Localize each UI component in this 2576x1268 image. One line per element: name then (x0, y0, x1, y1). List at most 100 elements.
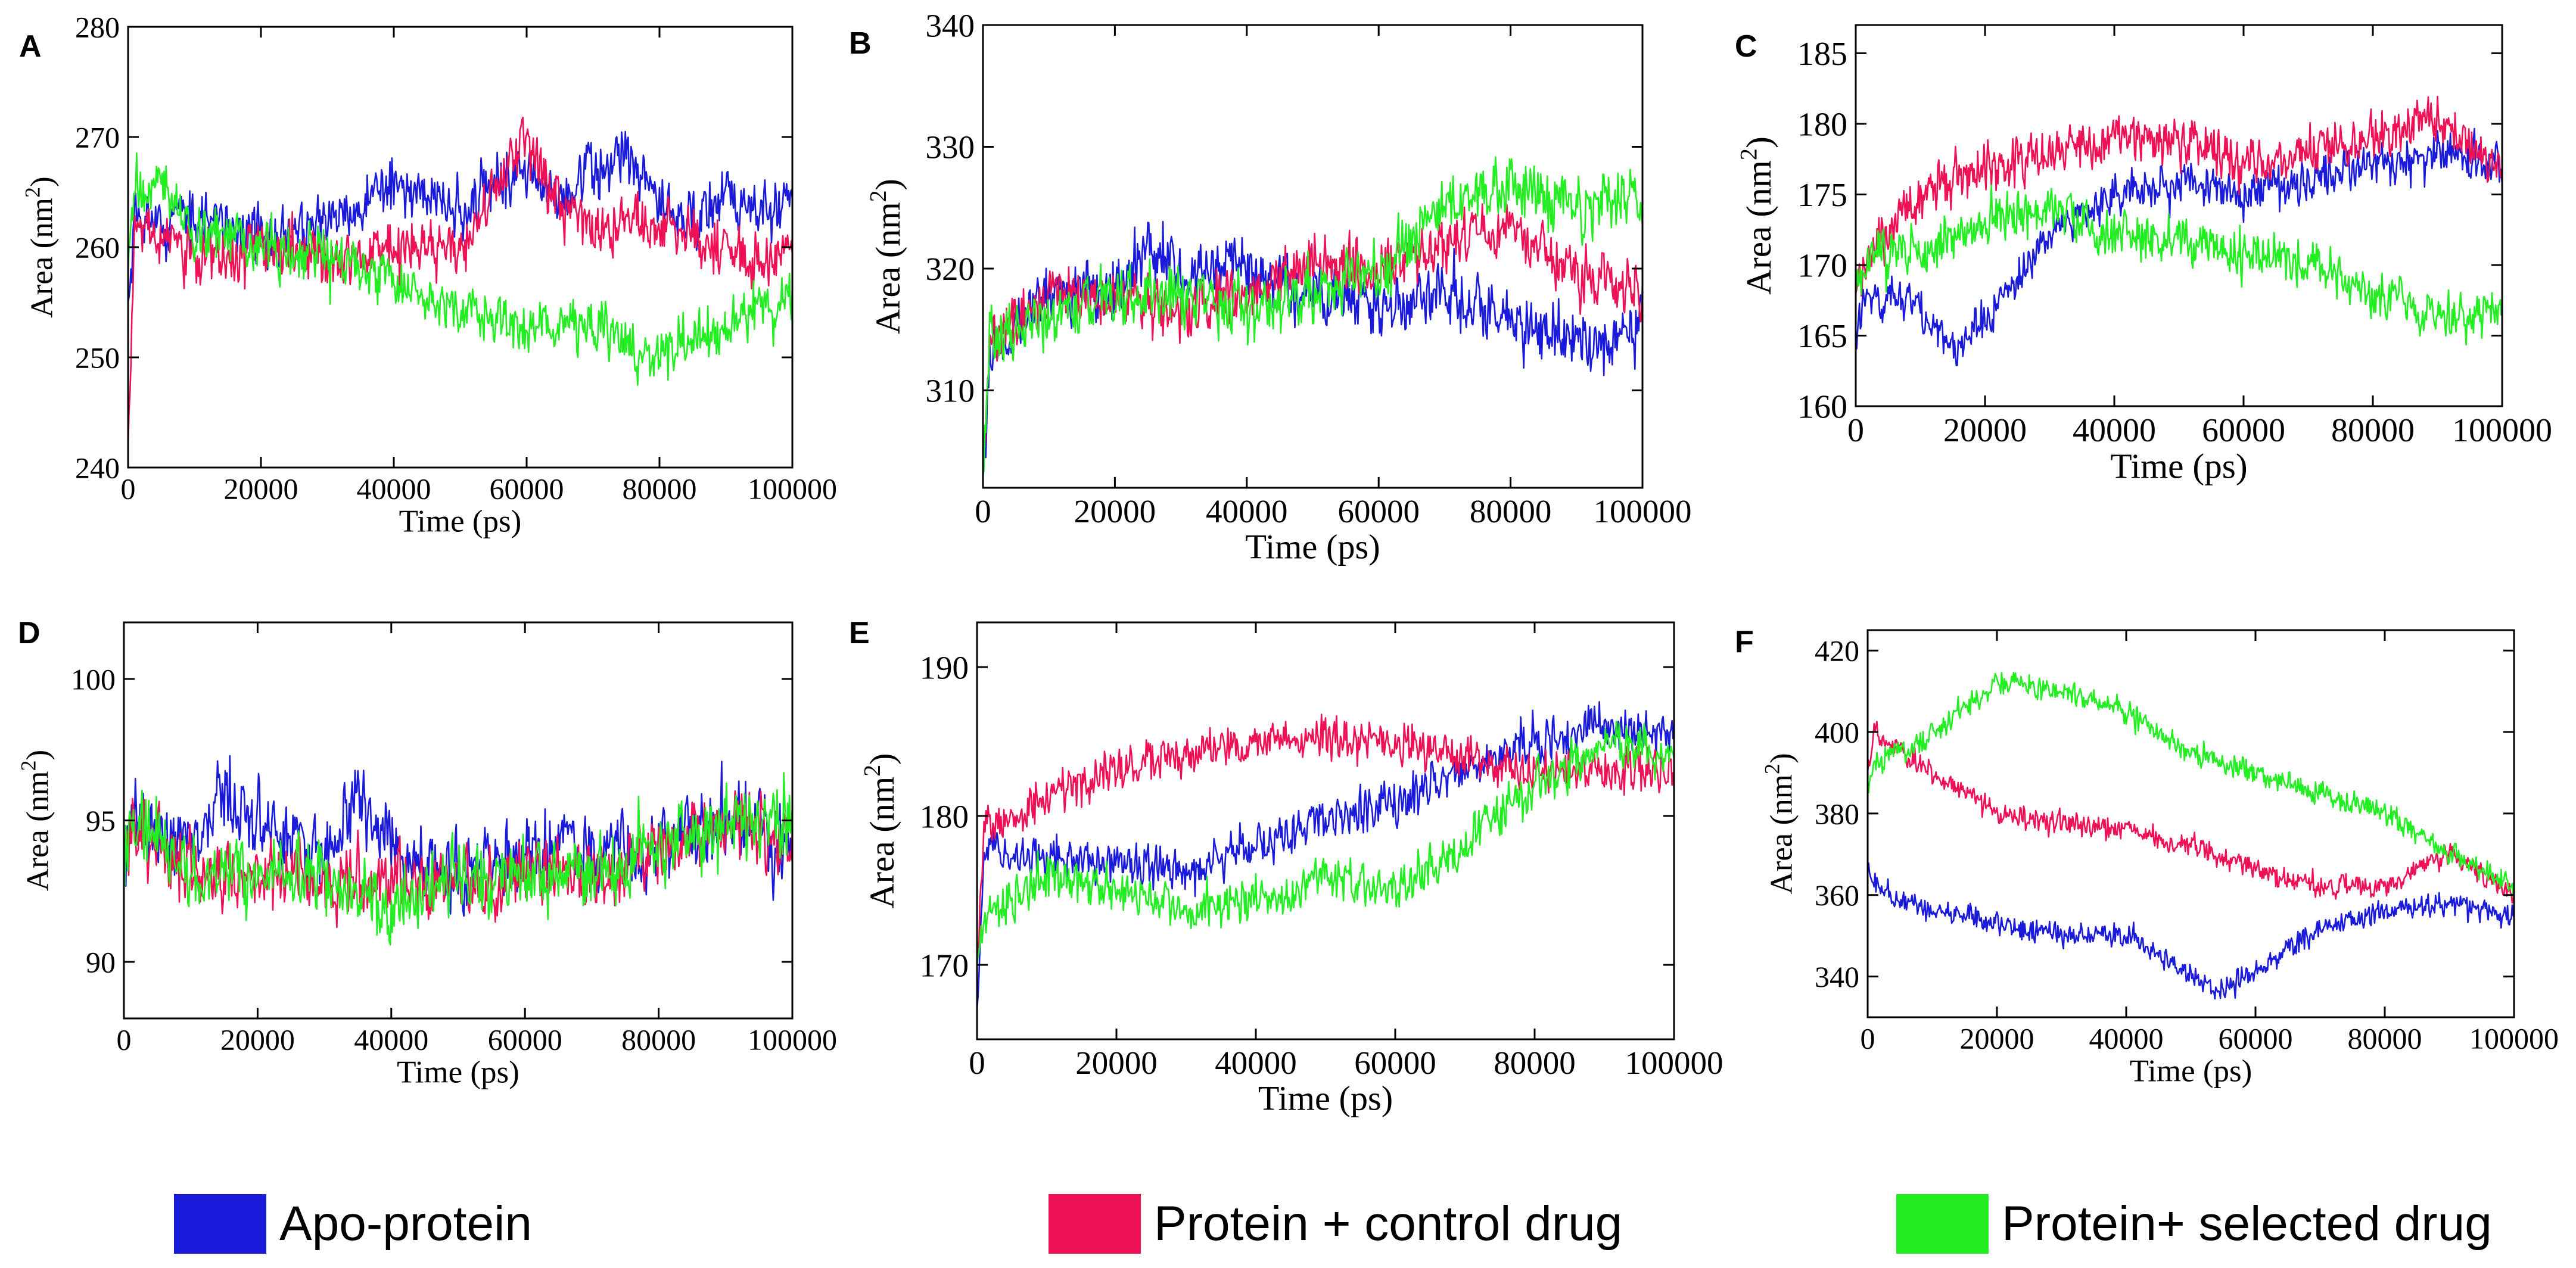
legend-swatch-selected-drug (1896, 1194, 1989, 1254)
x-tick-label-e-1: 20000 (1075, 1045, 1158, 1081)
y-axis-title-sup-c: 2 (1735, 148, 1762, 160)
series-line-a-apo-protein (128, 130, 792, 303)
panel-letter-d: D (18, 616, 41, 650)
y-axis-title-main-a: Area (nm (25, 198, 60, 318)
y-tick-label-d-1: 95 (86, 804, 116, 837)
x-tick-label-f-1: 20000 (1960, 1022, 2034, 1055)
legend-item-control-drug: Protein + control drug (1049, 1194, 1622, 1254)
y-tick-label-d-0: 90 (86, 946, 116, 979)
y-tick-label-c-4: 180 (1797, 107, 1847, 144)
y-tick-label-c-1: 165 (1797, 318, 1847, 355)
series-line-e-apo-protein (977, 701, 1674, 1010)
series-line-f-protein-control-drug (1868, 721, 2514, 904)
y-axis-title-main-f: Area (nm (1765, 774, 1799, 895)
x-tick-label-e-0: 0 (969, 1045, 985, 1081)
y-tick-label-f-1: 360 (1815, 878, 1859, 912)
y-axis-title-close-b: ) (869, 179, 907, 190)
y-axis-title-close-d: ) (21, 750, 55, 761)
y-tick-label-f-2: 380 (1815, 797, 1859, 830)
x-tick-label-b-2: 40000 (1206, 493, 1288, 529)
x-tick-label-c-0: 0 (1847, 412, 1864, 449)
series-line-a-protein-selected-drug (128, 152, 792, 386)
series-line-c-apo-protein (1856, 127, 2502, 366)
y-tick-label-c-0: 160 (1797, 389, 1847, 426)
legend-item-apo-protein: Apo-protein (174, 1194, 532, 1254)
x-axis-title-a: Time (ps) (399, 504, 522, 539)
panel-a: A 0 20000 40000 60000 80000 100000 240 250 260 270… (19, 11, 837, 539)
x-tick-label-c-4: 80000 (2331, 412, 2415, 449)
series-line-c-protein-selected-drug (1856, 185, 2502, 346)
legend-item-selected-drug: Protein+ selected drug (1896, 1194, 2492, 1254)
x-tick-label-d-1: 20000 (220, 1023, 295, 1057)
panel-b: B 0 20000 40000 60000 80000 100000 310 320 330 340… (849, 7, 1692, 566)
y-tick-label-c-3: 175 (1797, 177, 1847, 214)
x-tick-label-d-5: 100000 (748, 1023, 837, 1057)
x-axis-title-d: Time (ps) (397, 1055, 519, 1090)
figure-legend: Apo-protein Protein + control drug Prote… (0, 1182, 2576, 1266)
y-axis-title-sup-a: 2 (21, 187, 45, 198)
y-axis-title-a: Area (nm2) (21, 176, 60, 317)
x-tick-label-f-5: 100000 (2469, 1022, 2559, 1055)
y-axis-title-close-a: ) (25, 176, 60, 187)
series-line-b-protein-selected-drug (983, 156, 1642, 476)
x-tick-label-e-4: 80000 (1494, 1045, 1576, 1081)
y-axis-title-sup-f: 2 (1760, 764, 1784, 774)
panel-letter-e: E (849, 616, 870, 650)
series-line-e-protein-control-drug (977, 714, 1674, 965)
legend-label-control-drug: Protein + control drug (1154, 1197, 1623, 1251)
y-axis-title-main-b: Area (nm (869, 202, 907, 334)
y-axis-title-b: Area (nm2) (865, 179, 907, 334)
x-tick-label-b-4: 80000 (1470, 493, 1552, 529)
panel-c: C 0 20000 40000 60000 80000 100000 160 165 170 175… (1735, 24, 2552, 485)
y-tick-label-b-0: 310 (926, 373, 975, 409)
y-tick-label-f-0: 340 (1815, 960, 1859, 993)
x-tick-label-d-2: 40000 (354, 1023, 428, 1057)
x-tick-label-f-4: 80000 (2348, 1022, 2422, 1055)
plot-frame-c (1855, 24, 2503, 407)
legend-swatch-control-drug (1049, 1194, 1141, 1254)
y-tick-label-f-4: 420 (1815, 634, 1859, 668)
legend-label-apo-protein: Apo-protein (279, 1197, 532, 1251)
panel-letter-c: C (1735, 29, 1757, 64)
y-tick-label-c-2: 170 (1797, 248, 1847, 285)
x-tick-label-c-2: 40000 (2073, 412, 2156, 449)
plot-area-b (983, 156, 1642, 476)
x-tick-label-d-3: 60000 (488, 1023, 562, 1057)
y-tick-label-a-1: 250 (75, 341, 120, 375)
plot-area-a (128, 116, 792, 446)
y-axis-title-close-e: ) (863, 753, 901, 765)
x-tick-label-c-5: 100000 (2452, 412, 2552, 449)
y-tick-label-d-2: 100 (71, 663, 116, 696)
panel-d: D 0 20000 40000 60000 80000 100000 90 95 100 Time … (17, 616, 838, 1090)
y-axis-title-sup-e: 2 (859, 765, 885, 777)
y-tick-label-c-5: 185 (1797, 36, 1847, 73)
series-line-f-apo-protein (1868, 861, 2514, 1000)
x-tick-label-b-1: 20000 (1074, 493, 1156, 529)
legend-label-selected-drug: Protein+ selected drug (2002, 1197, 2492, 1251)
panel-letter-b: B (849, 26, 872, 61)
y-tick-label-b-1: 320 (926, 251, 975, 287)
panel-e: E 0 20000 40000 60000 80000 100000 170 180 190 Tim… (849, 616, 1723, 1117)
series-line-d-protein-selected-drug (124, 772, 792, 946)
series-line-d-apo-protein (124, 755, 792, 917)
y-tick-label-a-2: 260 (75, 231, 120, 264)
plot-area-c (1856, 95, 2502, 366)
series-line-b-protein-control-drug (983, 203, 1642, 476)
x-axis-title-f: Time (ps) (2130, 1054, 2253, 1089)
plot-frame-b (982, 24, 1644, 489)
x-axis-title-e: Time (ps) (1258, 1079, 1393, 1117)
y-tick-label-a-0: 240 (75, 451, 120, 485)
x-tick-label-d-4: 80000 (621, 1023, 696, 1057)
x-tick-label-e-5: 100000 (1625, 1045, 1723, 1081)
y-tick-label-b-2: 330 (926, 129, 975, 166)
y-tick-label-a-4: 280 (75, 11, 120, 44)
y-axis-title-d: Area (nm2) (17, 750, 55, 891)
legend-swatch-apo-protein (174, 1194, 266, 1254)
x-tick-label-f-3: 60000 (2219, 1022, 2293, 1055)
x-tick-label-b-5: 100000 (1594, 493, 1692, 529)
x-tick-label-a-4: 80000 (623, 472, 697, 506)
x-tick-label-a-0: 0 (121, 472, 136, 506)
plot-area-d (124, 755, 792, 946)
series-line-f-protein-selected-drug (1868, 671, 2514, 898)
series-line-e-protein-selected-drug (977, 720, 1674, 965)
